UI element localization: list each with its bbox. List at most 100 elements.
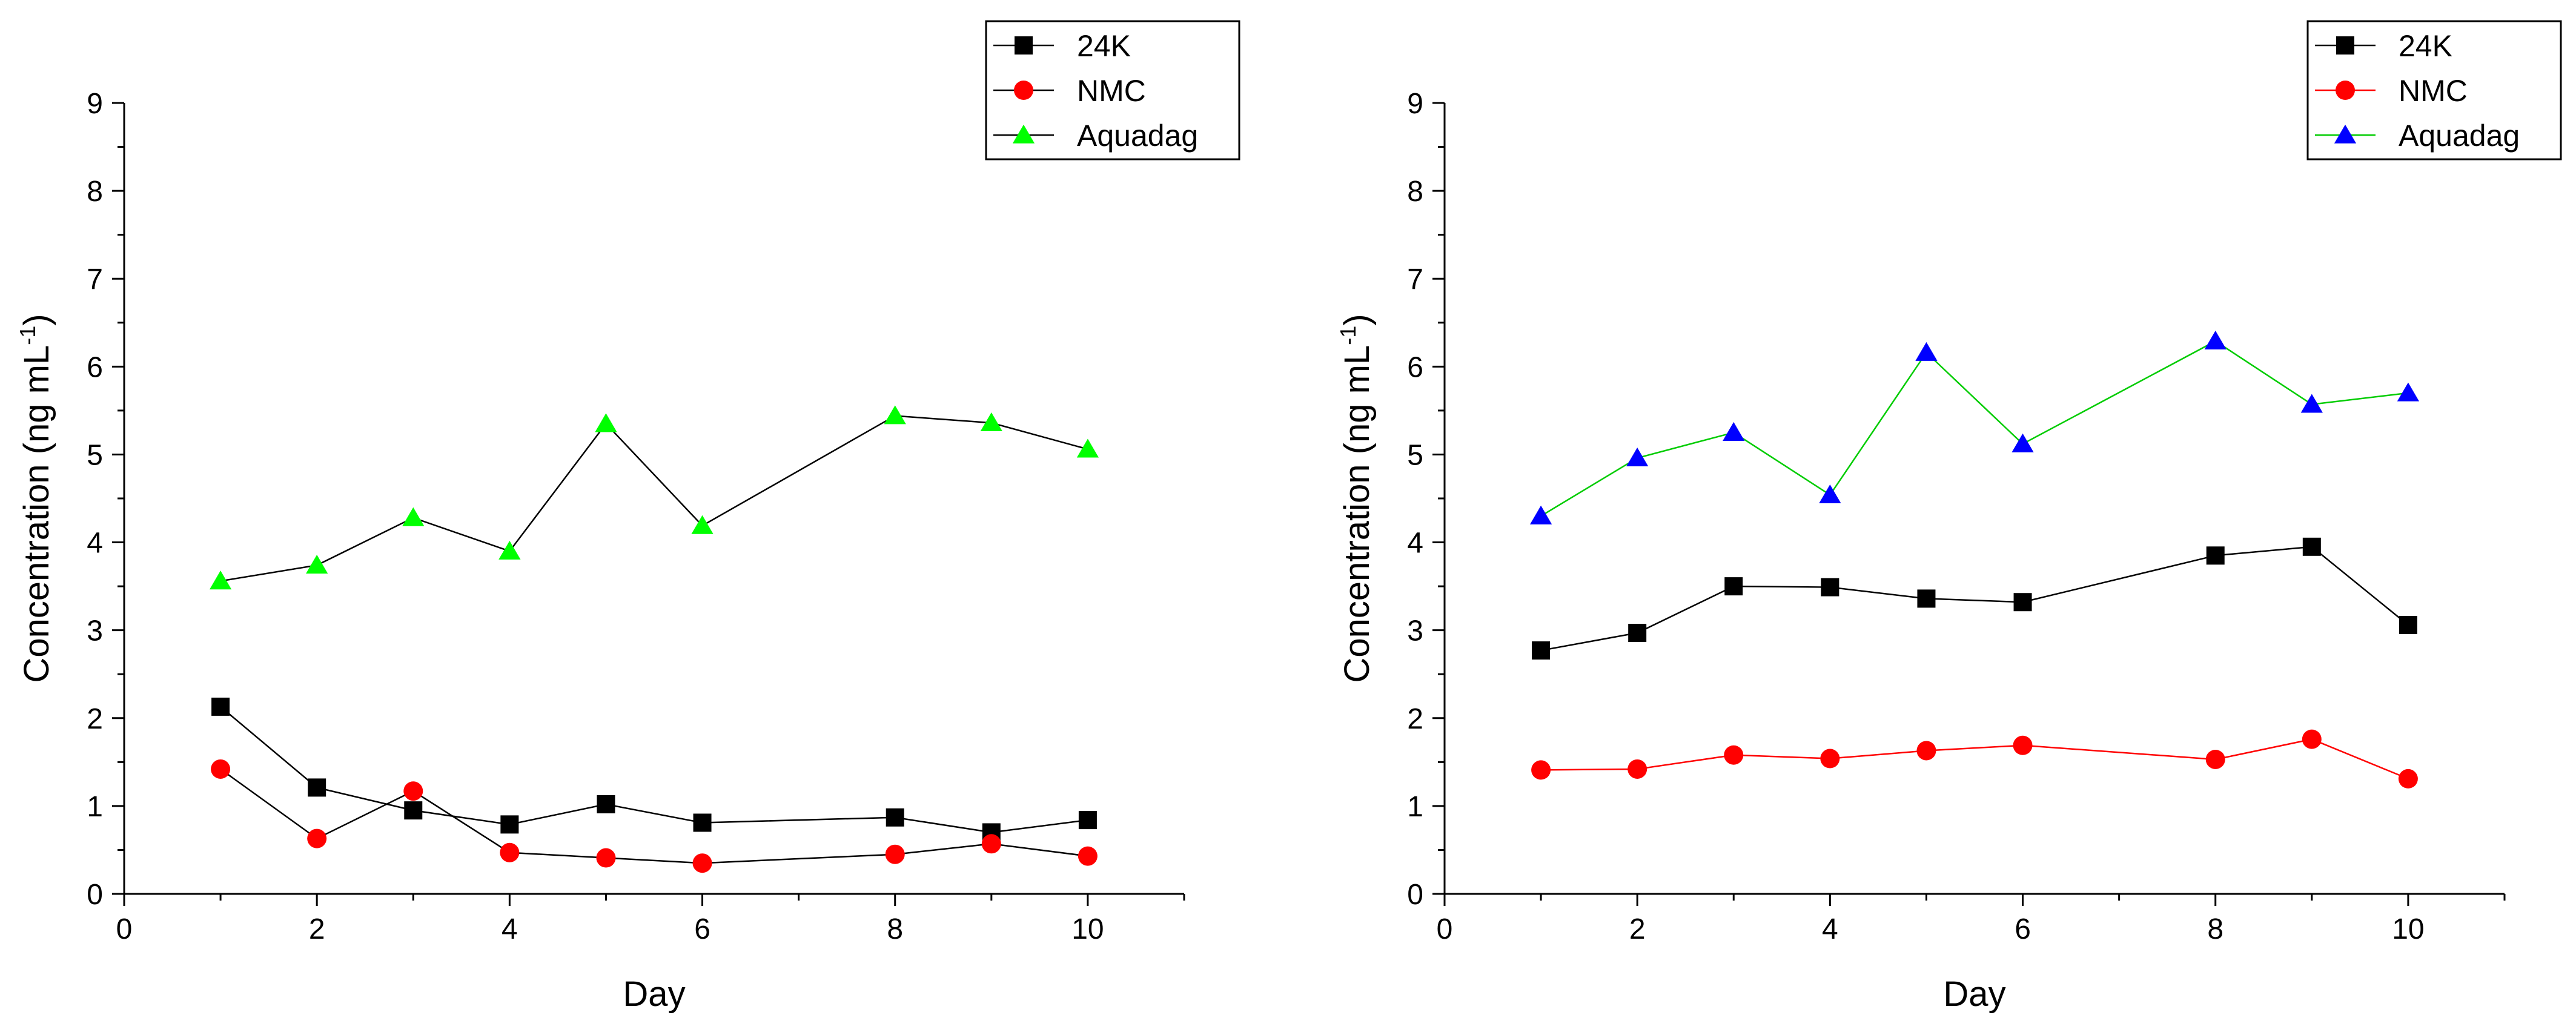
- legend-label: NMC: [2399, 74, 2468, 108]
- y-tick-label: 6: [87, 351, 103, 383]
- data-point-aquadag: [595, 413, 617, 432]
- y-axis-title: Concentration (ng mL-1): [1336, 314, 1377, 683]
- data-point-24k: [211, 697, 230, 716]
- data-point-nmc: [307, 828, 327, 848]
- y-tick-label: 3: [1407, 615, 1423, 647]
- data-point-aquadag: [1819, 484, 1841, 503]
- y-tick-label: 4: [87, 527, 103, 560]
- y-tick-label: 0: [87, 879, 103, 911]
- data-point-nmc: [1627, 759, 1647, 779]
- legend-marker: [1015, 36, 1033, 55]
- data-point-nmc: [596, 848, 616, 868]
- y-tick-label: 6: [1407, 351, 1423, 383]
- data-point-nmc: [1820, 749, 1840, 769]
- data-point-24k: [2302, 537, 2321, 556]
- data-point-24k: [1628, 624, 1647, 643]
- data-point-nmc: [692, 853, 712, 873]
- y-tick-label: 3: [87, 615, 103, 647]
- data-point-24k: [1724, 577, 1743, 596]
- data-point-nmc: [2205, 749, 2225, 769]
- data-point-nmc: [1724, 745, 1744, 765]
- data-point-24k: [2399, 615, 2417, 634]
- legend-marker: [2336, 36, 2354, 55]
- data-point-24k: [886, 808, 904, 827]
- chart-panel-1: 0 2 4 6 8 10 0 1 2 3 4 5 6 7 8 9 Day Concentration (ng mL…: [15, 20, 1240, 1014]
- legend-label: Aquadag: [1077, 119, 1198, 153]
- legend: 24K NMC Aquadag: [2306, 20, 2562, 160]
- series-aquadag: [1529, 331, 2420, 524]
- y-tick-label: 1: [1407, 791, 1423, 823]
- y-tick-label: 0: [1407, 879, 1423, 911]
- data-point-aquadag: [498, 540, 521, 560]
- data-point-nmc: [2302, 729, 2322, 749]
- y-tick-label: 1: [87, 791, 103, 823]
- data-point-nmc: [1078, 846, 1098, 866]
- series-line-24k: [1540, 546, 2409, 652]
- data-point-nmc: [403, 781, 423, 801]
- data-point-24k: [308, 778, 326, 797]
- x-tick-label: 4: [502, 913, 518, 945]
- legend-entry-24k: 24K: [993, 29, 1131, 63]
- x-tick-label: 10: [1071, 913, 1104, 945]
- data-point-aquadag: [980, 412, 1002, 432]
- data-point-24k: [1917, 589, 1936, 608]
- y-tick-label: 2: [87, 703, 103, 735]
- data-point-aquadag: [1529, 505, 1552, 524]
- x-axis-title: Day: [623, 974, 685, 1014]
- data-point-aquadag: [691, 515, 714, 534]
- series-nmc: [211, 759, 1098, 873]
- data-point-nmc: [1531, 760, 1551, 780]
- x-tick-label: 10: [2392, 913, 2424, 945]
- y-tick-label: 7: [1407, 263, 1423, 296]
- y-tick-label: 8: [87, 176, 103, 208]
- y-axis-title-superscript: -1: [15, 326, 40, 345]
- data-point-24k: [2206, 546, 2225, 565]
- series-aquadag: [209, 405, 1099, 590]
- series-line-nmc: [220, 768, 1088, 864]
- x-tick-label: 2: [309, 913, 325, 945]
- legend-entry-nmc: NMC: [2315, 74, 2468, 108]
- data-point-24k: [500, 815, 519, 834]
- data-point-nmc: [1916, 741, 1936, 761]
- series-nmc: [1531, 729, 2418, 789]
- data-point-aquadag: [209, 570, 232, 590]
- x-tick-label: 2: [1629, 913, 1646, 945]
- legend-marker: [1014, 81, 1033, 100]
- y-tick-label: 2: [1407, 703, 1423, 735]
- legend-entry-nmc: NMC: [993, 74, 1146, 108]
- data-point-24k: [1078, 811, 1097, 830]
- x-tick-label: 0: [116, 913, 133, 945]
- legend: 24K NMC Aquadag: [985, 20, 1240, 160]
- data-point-aquadag: [2397, 382, 2420, 402]
- series-line-aquadag: [220, 415, 1088, 582]
- legend-entry-aquadag: Aquadag: [993, 119, 1198, 153]
- legend-label: 24K: [2399, 29, 2452, 63]
- y-tick-label: 5: [87, 439, 103, 471]
- data-point-24k: [1532, 641, 1551, 660]
- data-point-nmc: [981, 834, 1001, 854]
- chart-panel-2: 0 2 4 6 8 10 0 1 2 3 4 5 6 7 8 9 Day Concentration (ng mL…: [1336, 20, 2562, 1014]
- legend-label: 24K: [1077, 29, 1131, 63]
- y-axis-title: Concentration (ng mL-1): [15, 314, 56, 683]
- data-point-aquadag: [2204, 331, 2227, 350]
- y-tick-label: 7: [87, 263, 103, 296]
- x-tick-label: 4: [1822, 913, 1838, 945]
- data-point-nmc: [2013, 735, 2033, 755]
- data-point-24k: [597, 795, 615, 813]
- series-24k: [211, 697, 1097, 842]
- data-point-nmc: [211, 759, 231, 779]
- series-24k: [1532, 537, 2417, 660]
- data-point-aquadag: [306, 555, 328, 574]
- series-line-24k: [220, 706, 1088, 833]
- data-point-24k: [693, 813, 712, 832]
- data-point-aquadag: [1723, 422, 1745, 441]
- data-point-nmc: [885, 844, 905, 864]
- series-line-nmc: [1541, 738, 2409, 780]
- data-point-nmc: [2398, 769, 2418, 789]
- legend-entry-24k: 24K: [2315, 29, 2452, 63]
- legend-label: Aquadag: [2399, 119, 2520, 153]
- x-axis-title: Day: [1943, 974, 2005, 1014]
- data-point-aquadag: [1626, 447, 1649, 467]
- y-tick-label: 4: [1407, 527, 1423, 560]
